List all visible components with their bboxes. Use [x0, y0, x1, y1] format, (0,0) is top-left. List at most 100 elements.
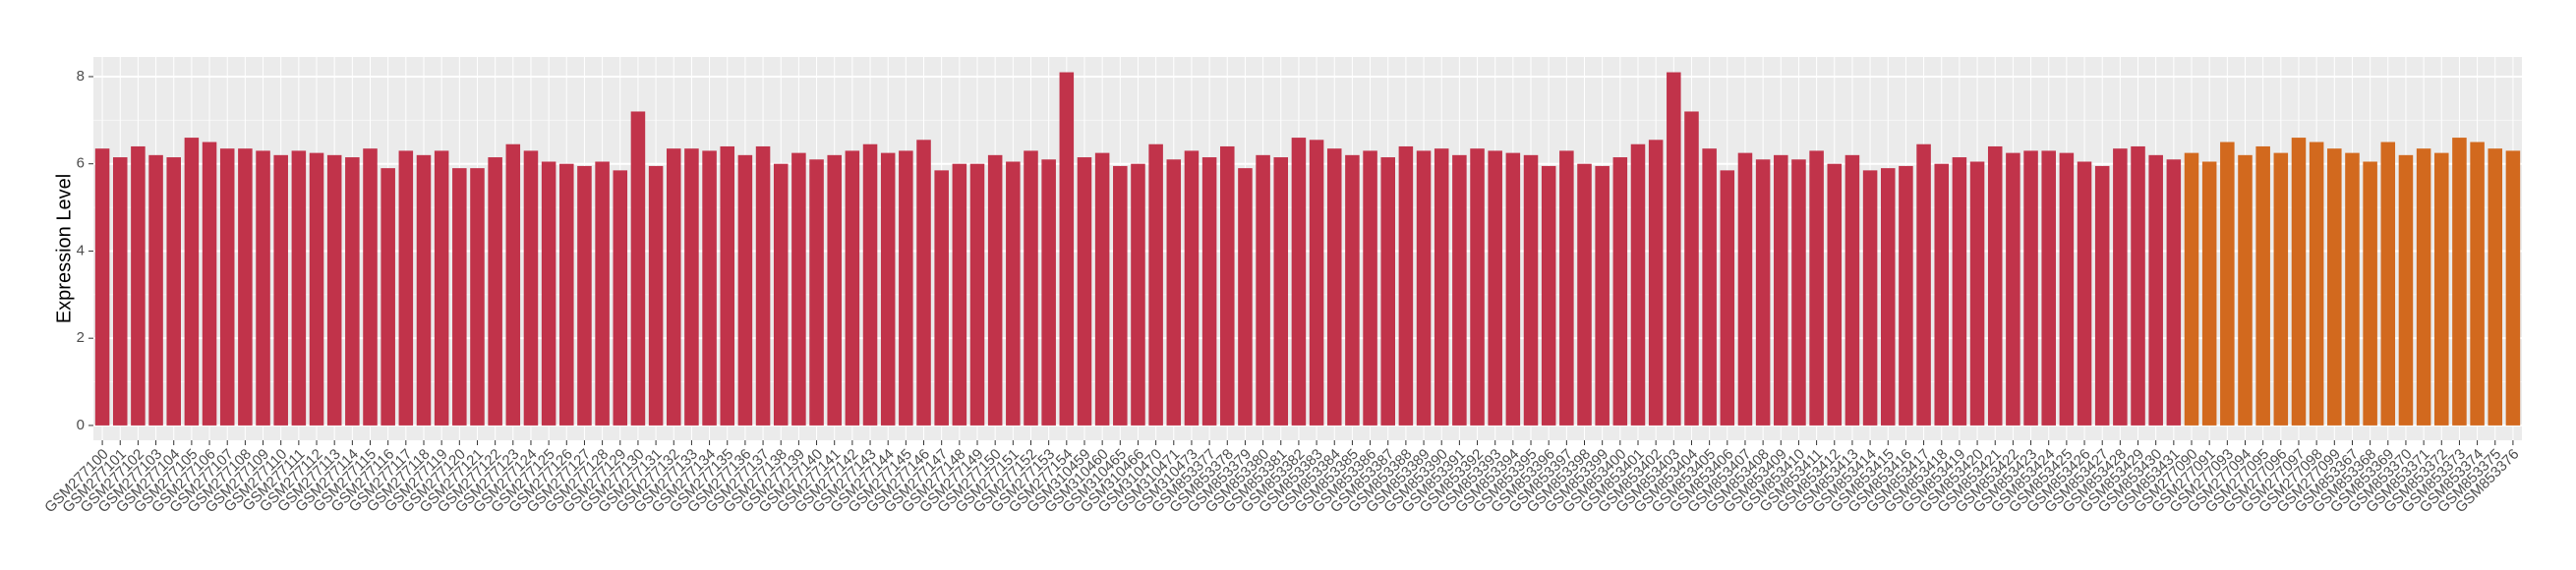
bar	[363, 148, 378, 426]
bar	[1256, 154, 1270, 426]
bar	[827, 154, 842, 426]
bar	[1326, 148, 1342, 426]
bar	[1541, 165, 1556, 426]
bar	[256, 150, 270, 426]
bar	[273, 154, 288, 426]
bar	[131, 145, 146, 426]
bar	[1702, 148, 1717, 426]
bar	[1899, 165, 1913, 426]
bar	[416, 154, 432, 426]
bar	[666, 148, 681, 426]
bar	[1862, 170, 1878, 426]
bar	[1184, 150, 1200, 426]
bar	[952, 163, 967, 426]
bar	[2184, 152, 2199, 426]
bar	[1059, 72, 1075, 426]
bar	[1166, 159, 1182, 426]
bar	[1470, 148, 1485, 426]
bar	[1612, 157, 1628, 426]
bar	[202, 142, 217, 426]
bar	[2131, 145, 2145, 426]
bar	[2416, 148, 2431, 426]
bar	[987, 154, 1003, 426]
bar	[1844, 154, 1860, 426]
bar	[1416, 150, 1432, 426]
bar	[398, 150, 414, 426]
bar	[1398, 145, 1414, 426]
y-tick-label: 0	[77, 417, 85, 433]
bar	[630, 111, 646, 426]
bar	[1094, 152, 1110, 426]
bar	[1523, 154, 1539, 426]
bar	[2166, 159, 2182, 426]
bar	[2470, 142, 2485, 426]
bar	[1291, 138, 1307, 426]
bar	[1077, 157, 1092, 426]
bar	[613, 170, 628, 426]
bar	[523, 150, 539, 426]
bar	[2380, 142, 2396, 426]
bar	[2309, 142, 2324, 426]
bar	[309, 152, 324, 426]
bar	[2041, 150, 2056, 426]
bar	[326, 154, 342, 426]
bar	[2220, 142, 2235, 426]
bar	[112, 157, 128, 426]
bar	[2059, 152, 2075, 426]
bar	[880, 152, 896, 426]
bar	[899, 150, 913, 426]
bar	[737, 154, 753, 426]
bar	[791, 152, 806, 426]
bar	[166, 157, 181, 426]
bar	[2363, 161, 2377, 426]
bar	[559, 163, 574, 426]
bar	[2434, 152, 2449, 426]
bar	[1880, 168, 1896, 426]
bar	[1041, 159, 1056, 426]
bar	[1024, 150, 1038, 426]
bar	[488, 157, 502, 426]
bar	[2291, 138, 2307, 426]
bar	[1452, 154, 1467, 426]
bar	[1916, 143, 1931, 426]
bar	[1667, 72, 1681, 426]
bar	[648, 165, 664, 426]
bar	[1131, 163, 1145, 426]
bar	[1201, 157, 1217, 426]
bar	[1648, 140, 1664, 426]
bar	[809, 159, 824, 426]
bar	[1595, 165, 1610, 426]
bar	[1630, 143, 1646, 426]
y-axis-label: Expression Level	[53, 174, 75, 323]
bar	[577, 165, 592, 426]
bar	[862, 143, 878, 426]
bar	[845, 150, 860, 426]
bar	[2238, 154, 2253, 426]
bar	[505, 143, 521, 426]
bar	[94, 148, 110, 426]
bar	[1238, 168, 1253, 426]
bar	[2113, 148, 2128, 426]
bar	[2452, 138, 2467, 426]
bar	[702, 150, 717, 426]
bar	[2345, 152, 2360, 426]
bar	[148, 154, 163, 426]
bar	[1559, 150, 1574, 426]
bar	[2398, 154, 2414, 426]
bar	[1987, 145, 2003, 426]
bar	[452, 168, 467, 426]
y-tick-label: 4	[77, 242, 85, 258]
bar	[2006, 152, 2020, 426]
bar	[916, 140, 931, 426]
bar	[1969, 161, 1985, 426]
bar	[755, 145, 771, 426]
bar	[2023, 150, 2038, 426]
bar	[1434, 148, 1449, 426]
bar	[684, 148, 699, 426]
bar	[219, 148, 235, 426]
bar	[1720, 170, 1735, 426]
y-tick-label: 8	[77, 68, 85, 85]
bar	[1791, 159, 1806, 426]
